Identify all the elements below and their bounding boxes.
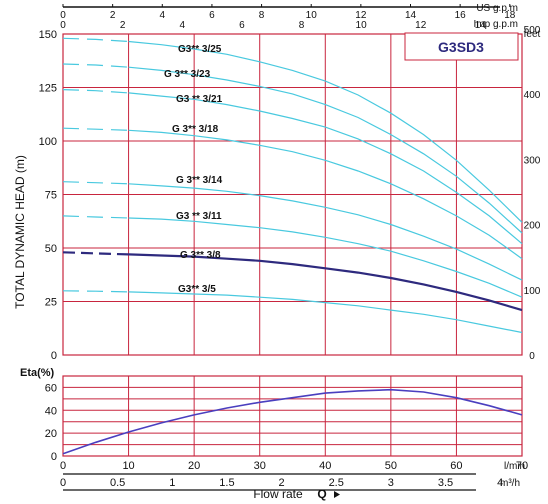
right-axis-tick-label: 0 <box>529 351 535 362</box>
pump-curve <box>128 291 523 334</box>
eta-y-tick-label: 20 <box>45 428 57 440</box>
top-imp-tick-label: 0 <box>60 20 66 31</box>
right-axis-tick-label: 200 <box>524 221 541 232</box>
pump-curve <box>128 253 523 312</box>
top-imp-tick-label: 12 <box>415 20 427 31</box>
m3h-tick-label: 2 <box>279 477 285 489</box>
eta-y-tick-label: 60 <box>45 382 57 394</box>
efficiency-curve <box>62 388 523 455</box>
main-y-tick-label: 25 <box>45 297 57 309</box>
x-unit-m3h: m³/h <box>500 478 520 489</box>
pump-curve-dashed <box>62 37 129 43</box>
y-axis-label: TOTAL DYNAMIC HEAD (m) <box>13 155 27 309</box>
pump-curve-dashed <box>62 251 129 256</box>
pump-curve-dashed <box>62 181 129 185</box>
m3h-tick-label: 1 <box>169 477 175 489</box>
right-axis-unit: feet <box>524 29 541 40</box>
eta-x-tick-label: 70 <box>516 460 528 472</box>
top-us-tick-label: 4 <box>160 10 166 21</box>
top-us-tick-label: 10 <box>306 10 318 21</box>
eta-y-tick-label: 40 <box>45 405 57 417</box>
chart-title: G3SD3 <box>438 39 484 55</box>
eta-x-tick-label: 50 <box>385 460 397 472</box>
right-axis-tick-label: 500 <box>524 25 541 36</box>
pump-curve-label: G3** 3/25 <box>178 44 222 55</box>
pump-curve-dashed <box>62 290 129 293</box>
top-us-tick-label: 0 <box>60 10 66 21</box>
pump-curve-label: G3 ** 3/11 <box>176 211 222 222</box>
eta-x-tick-label: 0 <box>60 460 66 472</box>
pump-curve-label: G 3** 3/14 <box>176 175 223 186</box>
pump-curve-dashed <box>62 89 129 94</box>
pump-curve <box>128 40 523 223</box>
top-imp-tick-label: 6 <box>239 20 245 31</box>
main-y-tick-label: 75 <box>45 190 57 202</box>
main-y-tick-label: 50 <box>45 243 57 255</box>
top-imp-tick-label: 14 <box>475 20 487 31</box>
pump-curve-dashed <box>62 63 129 68</box>
top-us-tick-label: 18 <box>504 10 516 21</box>
eta-x-tick-label: 10 <box>122 460 134 472</box>
m3h-tick-label: 0 <box>60 477 66 489</box>
pump-curve <box>128 66 523 234</box>
pump-curve-dashed <box>62 215 129 219</box>
pump-curve <box>128 183 523 281</box>
eta-x-tick-label: 40 <box>319 460 331 472</box>
x-axis-label: Flow rate <box>253 487 303 501</box>
m3h-tick-label: 4 <box>497 477 503 489</box>
top-axis-unit-imp: Imp g.p.m <box>474 19 518 30</box>
curves-layer <box>62 37 523 455</box>
right-axis-tick-label: 300 <box>524 155 541 166</box>
model-title-box <box>404 32 519 61</box>
pump-curve <box>128 92 523 245</box>
x-axis-symbol: Q <box>317 487 326 501</box>
top-us-tick-label: 14 <box>405 10 417 21</box>
top-axis-unit-us: US g.p.m <box>476 3 518 14</box>
flow-arrow-icon <box>334 491 340 498</box>
m3h-tick-label: 0.5 <box>110 477 125 489</box>
m3h-tick-label: 2.5 <box>329 477 344 489</box>
top-imp-tick-label: 8 <box>299 20 305 31</box>
pump-curve <box>128 129 523 260</box>
eta-x-tick-label: 60 <box>450 460 462 472</box>
pump-curve-label: G3 ** 3/21 <box>176 94 223 105</box>
main-y-tick-label: 100 <box>39 136 57 148</box>
top-us-tick-label: 16 <box>455 10 467 21</box>
grid-layer <box>62 4 523 491</box>
m3h-tick-label: 3.5 <box>438 477 453 489</box>
top-us-tick-label: 12 <box>355 10 367 21</box>
pump-curve-label: G 3** 3/8 <box>180 250 221 261</box>
top-us-tick-label: 2 <box>110 10 116 21</box>
main-y-tick-label: 150 <box>39 29 57 41</box>
main-y-tick-label: 0 <box>51 350 57 362</box>
eta-y-tick-label: 0 <box>51 451 57 463</box>
top-imp-tick-label: 10 <box>356 20 368 31</box>
x-unit-lmin: l/min <box>504 461 525 472</box>
top-us-tick-label: 8 <box>259 10 265 21</box>
eta-plot-frame <box>62 375 523 457</box>
eta-x-tick-label: 20 <box>188 460 200 472</box>
main-y-tick-label: 125 <box>39 83 57 95</box>
pump-curve-dashed <box>62 127 129 131</box>
top-imp-tick-label: 2 <box>120 20 126 31</box>
eta-x-tick-label: 30 <box>254 460 266 472</box>
pump-curve-label: G3** 3/5 <box>178 284 216 295</box>
pump-curve <box>128 217 523 298</box>
top-imp-tick-label: 4 <box>179 20 185 31</box>
pump-curve-label: G 3** 3/23 <box>164 69 211 80</box>
eta-axis-label: Eta(%) <box>20 367 55 379</box>
right-axis-tick-label: 400 <box>524 90 541 101</box>
m3h-tick-label: 3 <box>388 477 394 489</box>
pump-curve-label: G 3** 3/18 <box>172 124 219 135</box>
m3h-tick-label: 1.5 <box>219 477 234 489</box>
top-us-tick-label: 6 <box>209 10 215 21</box>
right-axis-tick-label: 100 <box>524 286 541 297</box>
